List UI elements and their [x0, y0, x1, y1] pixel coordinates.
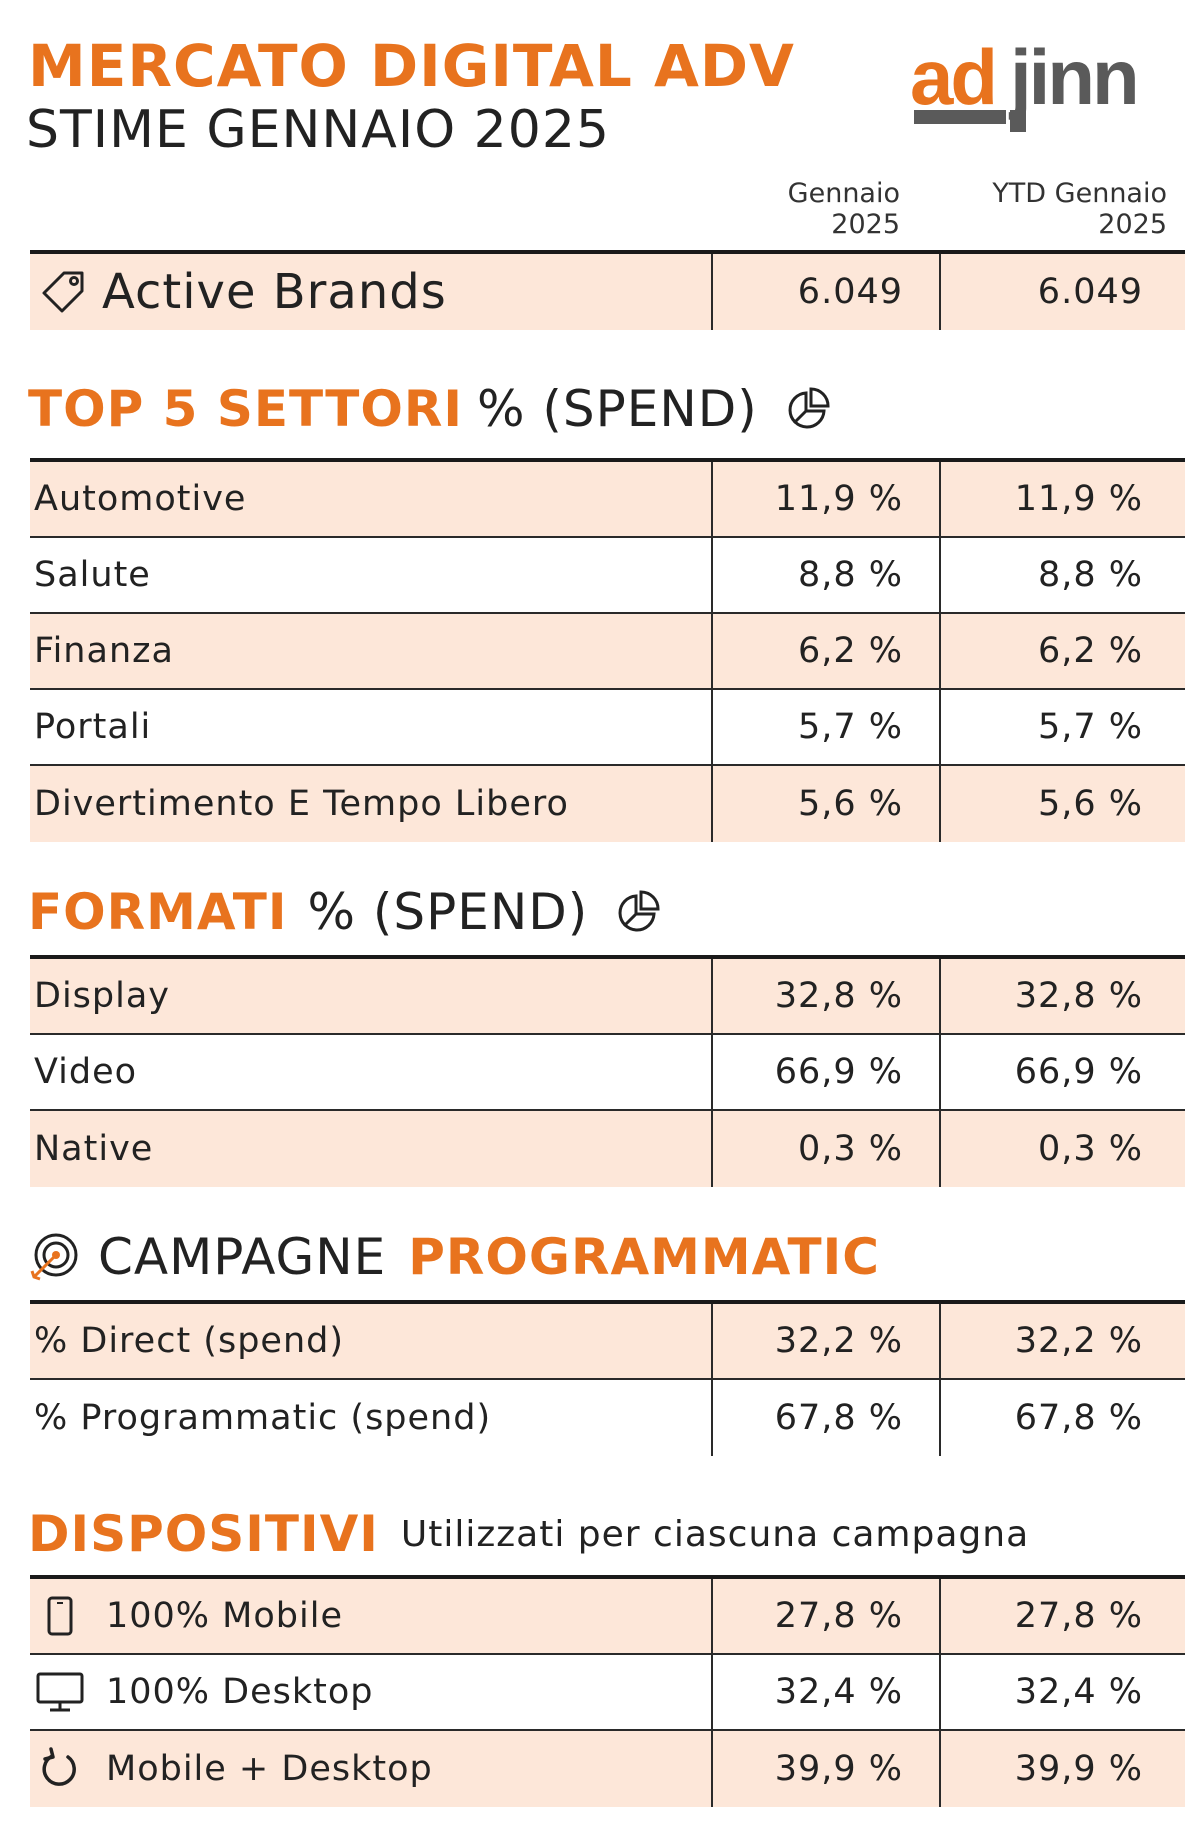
row-label: Portali [30, 690, 713, 764]
table-row: Video 66,9 % 66,9 % [30, 1035, 1185, 1111]
row-label: 100% Desktop [106, 1672, 374, 1712]
row-label: % Programmatic (spend) [30, 1380, 713, 1456]
table-row: Automotive 11,9 % 11,9 % [30, 462, 1185, 538]
table-row: 100% Mobile 27,8 % 27,8 % [30, 1579, 1185, 1655]
dispositivi-section-title: DISPOSITIVI Utilizzati per ciascuna camp… [28, 1505, 1029, 1563]
formati-section-title: FORMATI % (SPEND) [28, 883, 662, 941]
tag-icon [38, 267, 88, 317]
desktop-monitor-icon [34, 1671, 86, 1713]
row-label: Display [30, 959, 713, 1033]
row-ytd-value: 39,9 % [1014, 1749, 1143, 1789]
target-icon [28, 1231, 80, 1283]
row-ytd-value: 67,8 % [1014, 1398, 1143, 1438]
row-month-value: 0,3 % [713, 1111, 941, 1187]
formati-table: Display 32,8 % 32,8 % Video 66,9 % 66,9 … [30, 955, 1185, 1187]
table-row: Portali 5,7 % 5,7 % [30, 690, 1185, 766]
row-label: Mobile + Desktop [106, 1749, 433, 1789]
column-header-month-line2: 2025 [831, 209, 900, 240]
pie-chart-icon [784, 385, 832, 433]
row-label-cell: 100% Mobile [30, 1579, 713, 1653]
refresh-icon [34, 1747, 86, 1791]
column-header-month: Gennaio 2025 [700, 178, 900, 240]
row-label: 100% Mobile [106, 1596, 343, 1636]
row-month-value: 39,9 % [713, 1731, 941, 1807]
table-row: % Direct (spend) 32,2 % 32,2 % [30, 1304, 1185, 1380]
table-row: 100% Desktop 32,4 % 32,4 % [30, 1655, 1185, 1731]
column-header-ytd: YTD Gennaio 2025 [965, 178, 1167, 240]
table-row: Native 0,3 % 0,3 % [30, 1111, 1185, 1187]
svg-text:ad: ad [910, 33, 995, 121]
settori-title-bold: TOP 5 SETTORI [28, 380, 463, 438]
row-month-value: 67,8 % [713, 1380, 941, 1456]
settori-table: Automotive 11,9 % 11,9 % Salute 8,8 % 8,… [30, 458, 1185, 842]
campagne-section-title: CAMPAGNE PROGRAMMATIC [28, 1228, 880, 1286]
row-ytd-value: 5,6 % [1037, 784, 1143, 824]
row-month-value: 11,9 % [713, 462, 941, 536]
row-month-value: 66,9 % [713, 1035, 941, 1109]
row-ytd-value: 32,2 % [1014, 1321, 1143, 1361]
row-ytd-value: 6,2 % [1037, 631, 1143, 671]
settori-section-title: TOP 5 SETTORI % (SPEND) [28, 380, 832, 438]
row-label: Automotive [30, 462, 713, 536]
row-label: Video [30, 1035, 713, 1109]
row-month-value: 5,6 % [713, 766, 941, 842]
row-label-cell: Mobile + Desktop [30, 1731, 713, 1807]
row-month-value: 32,8 % [713, 959, 941, 1033]
active-brands-table: Active Brands 6.049 6.049 [30, 250, 1185, 330]
table-row: Salute 8,8 % 8,8 % [30, 538, 1185, 614]
svg-text:jinn: jinn [1008, 33, 1137, 121]
row-ytd-value: 27,8 % [1014, 1596, 1143, 1636]
row-ytd-value: 32,4 % [1014, 1672, 1143, 1712]
column-header-month-line1: Gennaio [787, 178, 900, 209]
dispositivi-title-rest: Utilizzati per ciascuna campagna [400, 1513, 1030, 1555]
row-month-value: 27,8 % [713, 1579, 941, 1653]
mobile-phone-icon [34, 1595, 86, 1637]
row-ytd-value: 5,7 % [1037, 707, 1143, 747]
adjinn-logo: ad jinn [910, 33, 1140, 132]
row-month-value: 6,2 % [713, 614, 941, 688]
table-row: % Programmatic (spend) 67,8 % 67,8 % [30, 1380, 1185, 1456]
table-row: Finanza 6,2 % 6,2 % [30, 614, 1185, 690]
row-ytd-value: 11,9 % [1014, 479, 1143, 519]
formati-title-bold: FORMATI [28, 883, 288, 941]
formati-title-rest: % (SPEND) [307, 883, 589, 941]
row-month-value: 32,4 % [713, 1655, 941, 1729]
active-brands-month: 6.049 [713, 254, 941, 330]
active-brands-label-cell: Active Brands [30, 254, 713, 330]
dispositivi-title-bold: DISPOSITIVI [28, 1505, 379, 1563]
campagne-title-normal: CAMPAGNE [98, 1228, 387, 1286]
campagne-title-bold: PROGRAMMATIC [408, 1228, 880, 1286]
column-header-ytd-line2: 2025 [1098, 209, 1167, 240]
dispositivi-table: 100% Mobile 27,8 % 27,8 % 100% Desktop 3… [30, 1575, 1185, 1807]
row-month-value: 32,2 % [713, 1304, 941, 1378]
page-subtitle: STIME GENNAIO 2025 [26, 100, 611, 160]
table-row: Divertimento E Tempo Libero 5,6 % 5,6 % [30, 766, 1185, 842]
settori-title-rest: % (SPEND) [477, 380, 758, 438]
row-ytd-value: 0,3 % [1037, 1129, 1143, 1169]
table-row: Display 32,8 % 32,8 % [30, 959, 1185, 1035]
row-label: % Direct (spend) [30, 1304, 713, 1378]
active-brands-row: Active Brands 6.049 6.049 [30, 254, 1185, 330]
table-row: Mobile + Desktop 39,9 % 39,9 % [30, 1731, 1185, 1807]
row-month-value: 5,7 % [713, 690, 941, 764]
row-label-cell: 100% Desktop [30, 1655, 713, 1729]
row-label: Finanza [30, 614, 713, 688]
active-brands-ytd: 6.049 [1037, 272, 1143, 312]
row-ytd-value: 32,8 % [1014, 976, 1143, 1016]
row-ytd-value: 8,8 % [1037, 555, 1143, 595]
row-label: Salute [30, 538, 713, 612]
pie-chart-icon [614, 888, 662, 936]
page-title: MERCATO DIGITAL ADV [28, 32, 795, 100]
row-label: Divertimento E Tempo Libero [30, 766, 713, 842]
row-label: Native [30, 1111, 713, 1187]
active-brands-label: Active Brands [102, 264, 447, 320]
column-header-ytd-line1: YTD Gennaio [992, 178, 1167, 209]
row-month-value: 8,8 % [713, 538, 941, 612]
campagne-table: % Direct (spend) 32,2 % 32,2 % % Program… [30, 1300, 1185, 1456]
row-ytd-value: 66,9 % [1014, 1052, 1143, 1092]
